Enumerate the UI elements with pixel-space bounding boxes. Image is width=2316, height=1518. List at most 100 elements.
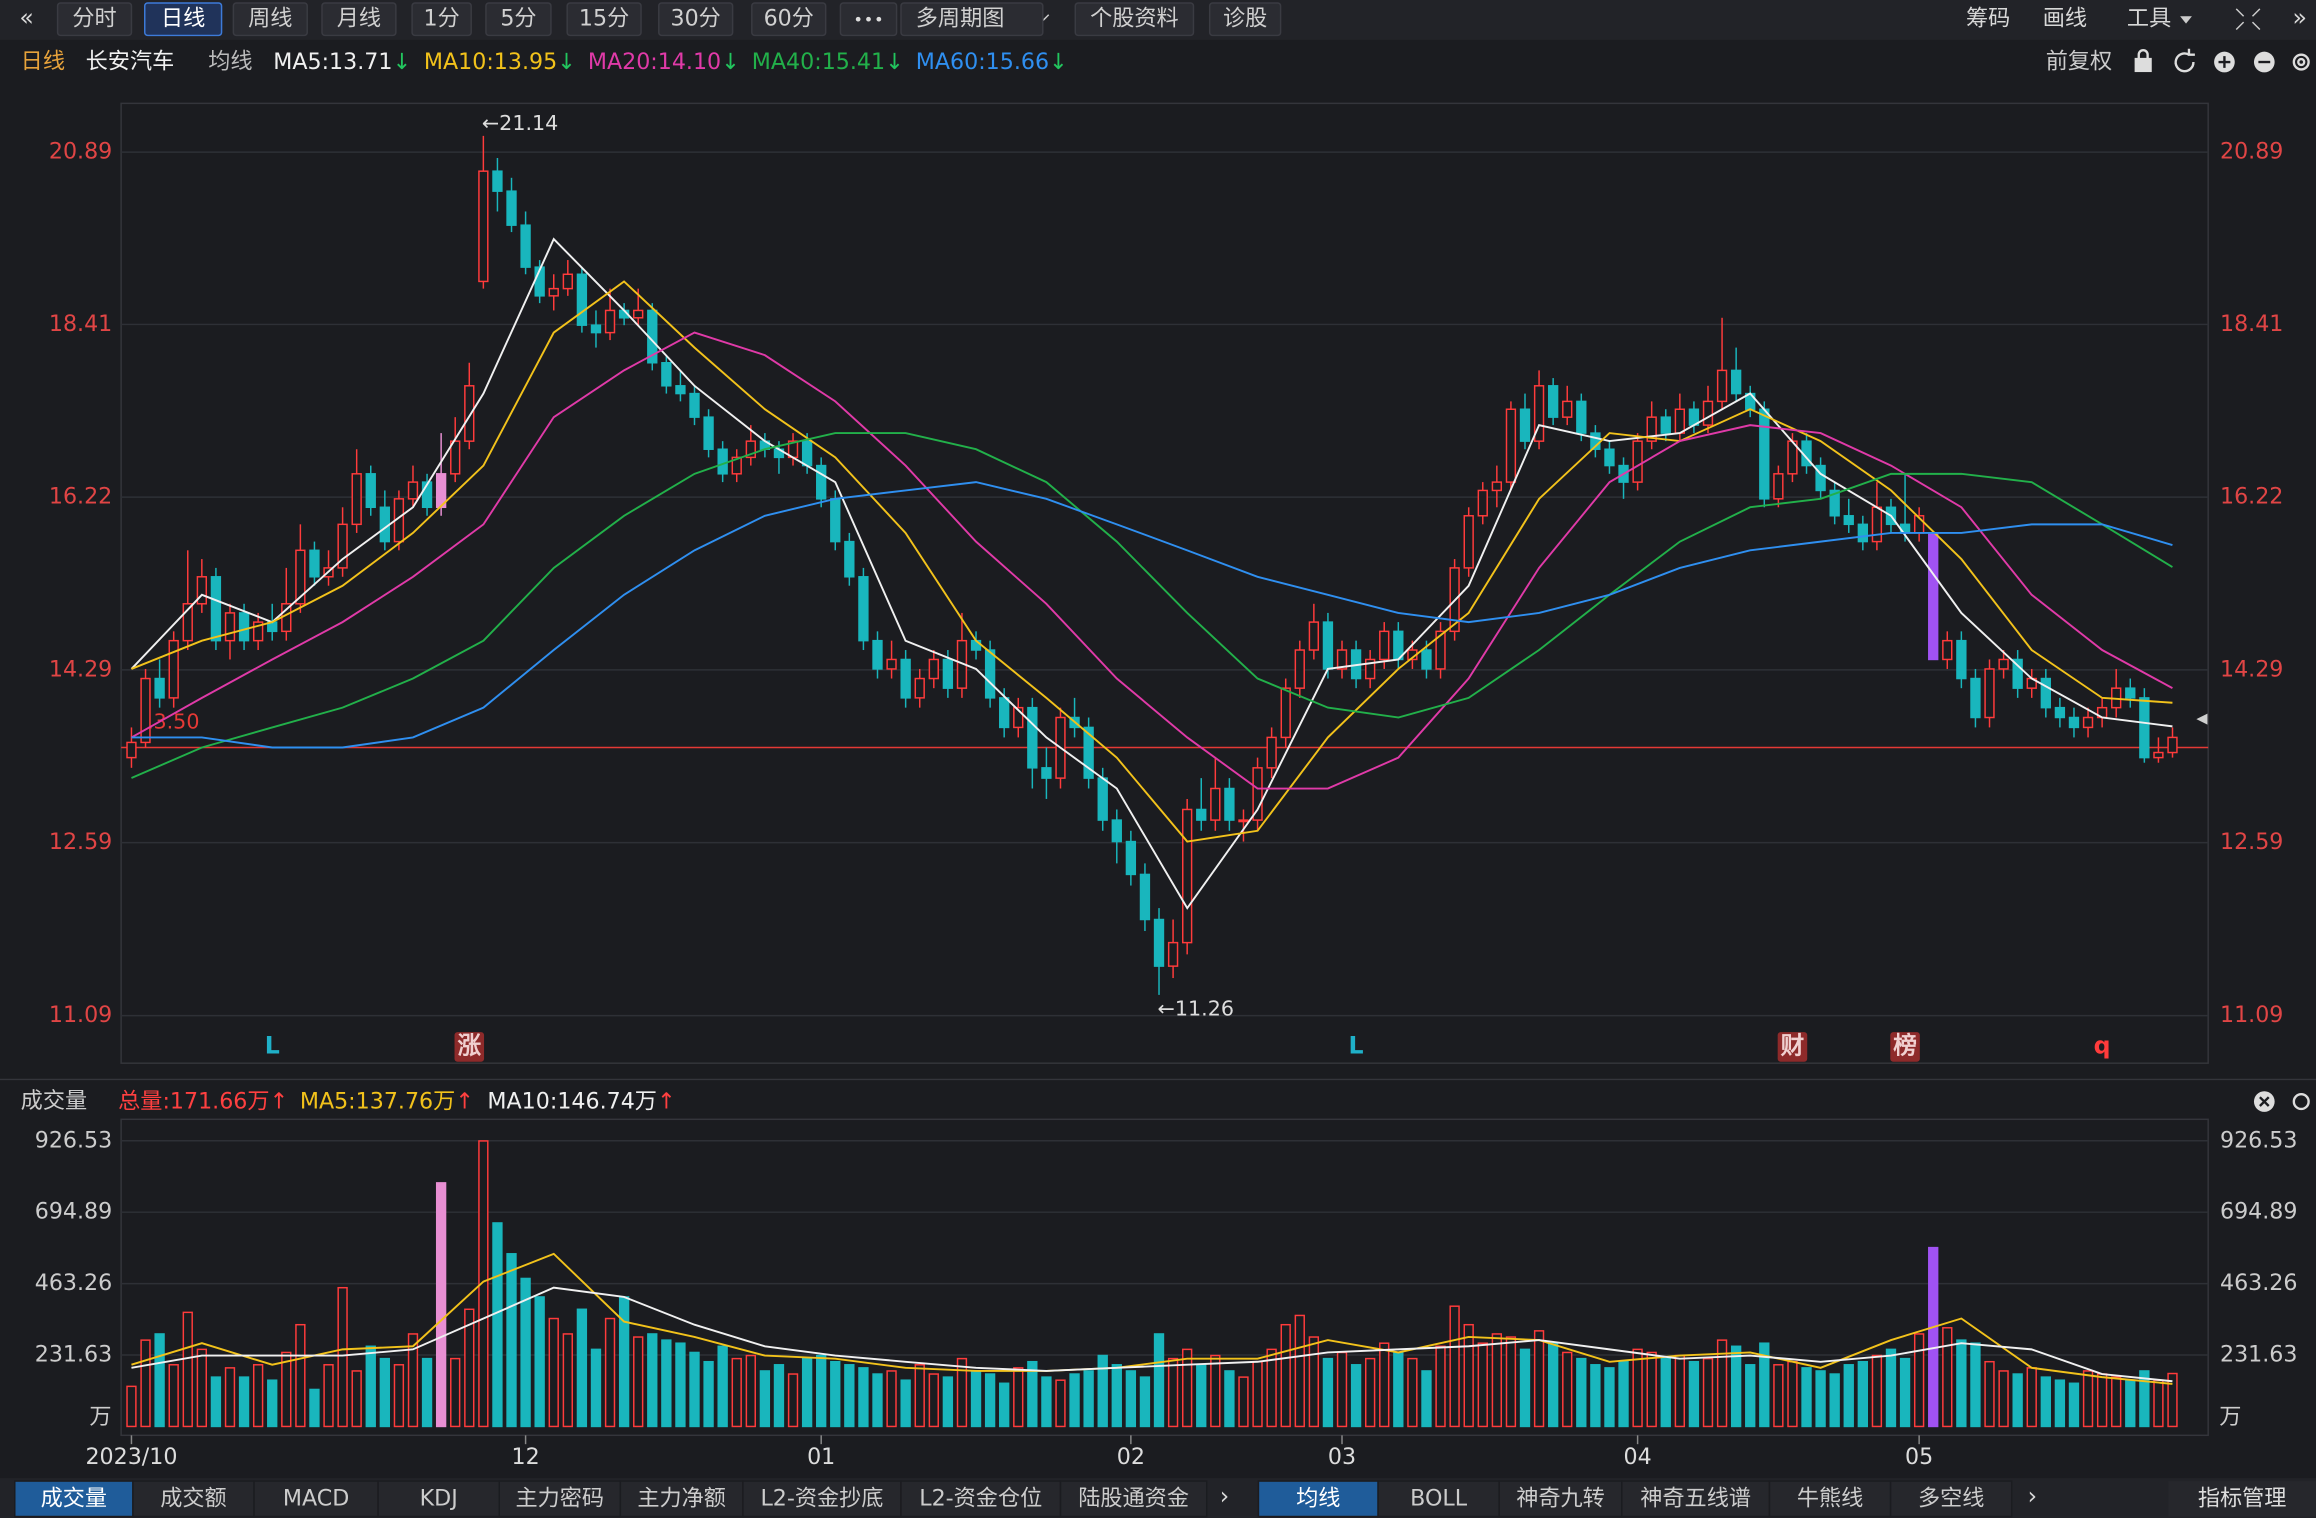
ma-legend-value: MA40:15.41 (752, 49, 885, 75)
tab-scroll[interactable]: › (2028, 1482, 2037, 1510)
event-marker[interactable]: 榜 (1893, 1031, 1917, 1059)
toolbar-button[interactable] (485, 2, 552, 37)
volume-bar (816, 1354, 827, 1428)
toolbar-button[interactable] (1074, 2, 1195, 37)
indicator-tab[interactable] (1621, 1480, 1771, 1518)
toolbar-right[interactable]: 筹码 (1966, 6, 2010, 32)
candle-body (492, 170, 503, 192)
indicator-tab[interactable] (1768, 1480, 1892, 1518)
indicator-tab-label[interactable]: MACD (283, 1485, 349, 1511)
candle-body (1970, 677, 1981, 719)
indicator-tab[interactable] (377, 1480, 500, 1518)
indicator-tab-label[interactable]: KDJ (420, 1485, 458, 1511)
toolbar-button[interactable] (232, 2, 308, 37)
collapse-icon[interactable]: « (19, 4, 33, 32)
indicator-tab-label[interactable]: L2-资金仓位 (919, 1485, 1042, 1511)
candle-body (1027, 706, 1038, 769)
event-marker[interactable]: L (265, 1031, 280, 1059)
indicator-manage-button[interactable] (2168, 1481, 2316, 1517)
event-marker[interactable]: L (1349, 1031, 1364, 1059)
indicator-tab-label[interactable]: 牛熊线 (1797, 1485, 1863, 1511)
volume-bar (914, 1364, 925, 1428)
toolbar-label[interactable]: 日线 (161, 6, 205, 32)
toolbar-label[interactable]: 分时 (72, 6, 116, 32)
volume-icons[interactable] (2253, 1091, 2310, 1112)
candle-body (2139, 697, 2150, 759)
candle-body (309, 549, 320, 578)
indicator-tab[interactable] (253, 1480, 379, 1518)
volume-bar (281, 1351, 292, 1428)
toolbar-label[interactable]: 诊股 (1223, 6, 1267, 32)
toolbar-button[interactable] (566, 2, 642, 37)
volume-bar (928, 1373, 939, 1428)
candle-body (1210, 787, 1221, 821)
candle-body (1379, 630, 1390, 661)
header-icons[interactable] (2134, 48, 2310, 73)
event-marker[interactable]: q (2094, 1031, 2111, 1059)
candle-body (168, 639, 179, 699)
toolbar-label[interactable]: 5分 (500, 6, 536, 32)
event-marker-box[interactable] (1777, 1032, 1808, 1062)
extreme-annotation: ←21.14 (482, 111, 558, 135)
indicator-tab[interactable] (498, 1480, 622, 1518)
indicator-tab-label[interactable]: 主力密码 (516, 1485, 605, 1511)
expand-icon[interactable]: » (2293, 4, 2307, 32)
indicator-tab-label[interactable]: 陆股通资金 (1078, 1485, 1189, 1511)
candle-body (1829, 489, 1840, 517)
toolbar-button[interactable] (1208, 2, 1282, 37)
toolbar-right[interactable]: 画线 (2043, 6, 2087, 32)
toolbar-label[interactable]: 多周期图 (916, 6, 1005, 32)
candle-body (1435, 630, 1446, 670)
toolbar-button[interactable] (900, 2, 1044, 37)
toolbar-label[interactable]: 30分 (671, 6, 721, 32)
indicator-tab[interactable] (1377, 1480, 1500, 1518)
toolbar-button[interactable] (751, 2, 827, 37)
event-marker-box[interactable] (454, 1032, 485, 1062)
fullscreen-icon[interactable] (2235, 8, 2261, 31)
indicator-tab-label[interactable]: 主力净额 (637, 1485, 726, 1511)
indicator-tab[interactable] (742, 1480, 902, 1518)
indicator-tab-label[interactable]: 神奇五线谱 (1640, 1485, 1751, 1511)
indicator-manage-label[interactable]: 指标管理 (2198, 1485, 2287, 1511)
toolbar-button[interactable] (411, 2, 472, 37)
indicator-tab-label[interactable]: 神奇九转 (1516, 1485, 1605, 1511)
candle-body (1857, 523, 1868, 543)
toolbar-button[interactable] (56, 2, 133, 37)
toolbar-label[interactable]: 60分 (764, 6, 814, 32)
tab-scroll[interactable]: › (1220, 1482, 1229, 1510)
toolbar-label[interactable]: 个股资料 (1090, 6, 1179, 32)
volume-bar (759, 1370, 771, 1428)
adjust-label[interactable]: 前复权 (2046, 49, 2112, 75)
volume-bar (337, 1286, 348, 1428)
volume-bar (745, 1354, 756, 1428)
indicator-tab-label[interactable]: 多空线 (1918, 1485, 1984, 1511)
candle-body (1843, 515, 1854, 526)
indicator-tab[interactable] (1257, 1480, 1379, 1518)
event-marker[interactable]: 涨 (457, 1031, 481, 1059)
volume-bar (858, 1367, 869, 1428)
volume-legend-value: MA5:137.76万 (300, 1088, 455, 1114)
indicator-tab-label[interactable]: L2-资金抄底 (760, 1485, 883, 1511)
volume-bar (1364, 1357, 1376, 1428)
indicator-tab[interactable] (1498, 1480, 1623, 1518)
indicator-tab-label[interactable]: BOLL (1410, 1485, 1468, 1511)
volume-bar (2012, 1373, 2023, 1428)
toolbar-label[interactable]: 周线 (248, 6, 292, 32)
indicator-tab[interactable] (900, 1480, 1062, 1518)
toolbar-button[interactable] (658, 2, 734, 37)
toolbar-right[interactable]: 工具 (2127, 6, 2171, 32)
candle-body (337, 523, 348, 569)
toolbar-label[interactable]: 月线 (337, 6, 381, 32)
toolbar-label[interactable]: 15分 (579, 6, 629, 32)
indicator-tab-label[interactable]: 成交量 (41, 1485, 107, 1511)
more-button[interactable] (839, 2, 898, 37)
toolbar-button[interactable] (144, 2, 223, 37)
toolbar-label[interactable]: 1分 (424, 6, 460, 32)
indicator-tab-label[interactable]: 成交额 (160, 1485, 226, 1511)
indicator-tab[interactable] (1059, 1480, 1208, 1518)
event-marker-box[interactable] (1890, 1032, 1920, 1062)
indicator-tab[interactable] (1889, 1480, 2013, 1518)
indicator-tab-label[interactable]: 均线 (1296, 1485, 1340, 1511)
toolbar-button[interactable] (321, 2, 397, 37)
event-marker[interactable]: 财 (1781, 1031, 1805, 1059)
